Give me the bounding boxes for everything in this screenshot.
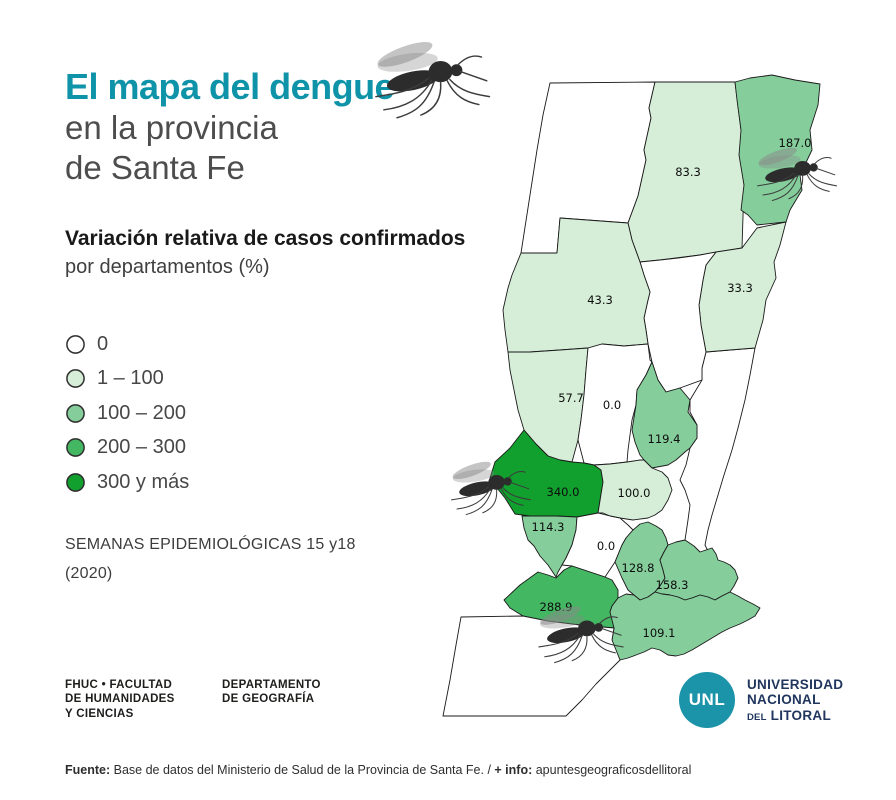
section-subheading: por departamentos (%)	[65, 256, 270, 278]
unl-logo: UNL UNIVERSIDAD NACIONAL DEL LITORAL	[679, 672, 843, 728]
legend-item-label: 100 – 200	[97, 401, 186, 424]
weeks-line-1: SEMANAS EPIDEMIOLÓGICAS 15 y18	[65, 536, 356, 553]
subtitle-line-2: de Santa Fe	[65, 149, 245, 187]
legend-swatch-icon	[66, 334, 85, 354]
unl-text-litoral: LITORAL	[766, 707, 832, 723]
source-body: Base de datos del Ministerio de Salud de…	[110, 763, 495, 777]
legend-swatch-icon	[66, 369, 85, 389]
unl-text-line-3: DEL LITORAL	[747, 708, 843, 724]
fhuc-line-3: Y CIENCIAS	[65, 707, 134, 720]
page-title: El mapa del dengue	[65, 66, 395, 107]
unl-text-del: DEL	[747, 711, 767, 723]
subtitle-line-1: en la provincia	[65, 109, 278, 146]
legend-item-label: 1 – 100	[97, 367, 164, 390]
legend-item: 0	[65, 327, 189, 362]
legend-item: 300 y más	[65, 465, 189, 500]
legend-item-label: 300 y más	[97, 470, 190, 493]
weeks-line-2: (2020)	[65, 564, 113, 582]
epidemiological-weeks-note: SEMANAS EPIDEMIOLÓGICAS 15 y18 (2020)	[65, 531, 356, 589]
unl-logo-text: UNIVERSIDAD NACIONAL DEL LITORAL	[747, 677, 843, 724]
section-heading: Variación relativa de casos confirmados	[65, 227, 466, 250]
unl-text-line-1: UNIVERSIDAD	[747, 676, 844, 692]
geography-department-credit: DEPARTAMENTO DE GEOGRAFÍA	[222, 678, 321, 707]
source-info-label: + info:	[494, 763, 533, 777]
unl-logo-circle: UNL	[679, 672, 735, 728]
legend-item: 100 – 200	[65, 396, 189, 431]
dept-line-1: DEPARTAMENTO	[222, 679, 321, 691]
fhuc-line-1: FHUC • FACULTAD	[65, 679, 173, 691]
legend-item: 200 – 300	[65, 431, 189, 466]
source-info-text: apuntesgeograficosdellitoral	[532, 763, 692, 777]
fhuc-credit: FHUC • FACULTAD DE HUMANIDADES Y CIENCIA…	[65, 678, 175, 721]
legend-item-label: 200 – 300	[97, 436, 186, 459]
legend-item: 1 – 100	[65, 362, 189, 397]
legend-swatch-icon	[66, 403, 85, 423]
dept-line-2: DE GEOGRAFÍA	[222, 693, 315, 706]
source-prefix: Fuente:	[65, 763, 111, 777]
page-subtitle: en la provincia de Santa Fe	[65, 108, 278, 189]
legend-swatch-icon	[66, 472, 85, 492]
fhuc-line-2: DE HUMANIDADES	[65, 693, 175, 706]
legend: 0 1 – 100 100 – 200 200 – 300	[65, 327, 189, 500]
legend-swatch-icon	[66, 438, 85, 458]
legend-item-label: 0	[97, 332, 109, 355]
unl-text-line-2: NACIONAL	[747, 692, 821, 708]
source-note: Fuente: Base de datos del Ministerio de …	[65, 763, 691, 777]
